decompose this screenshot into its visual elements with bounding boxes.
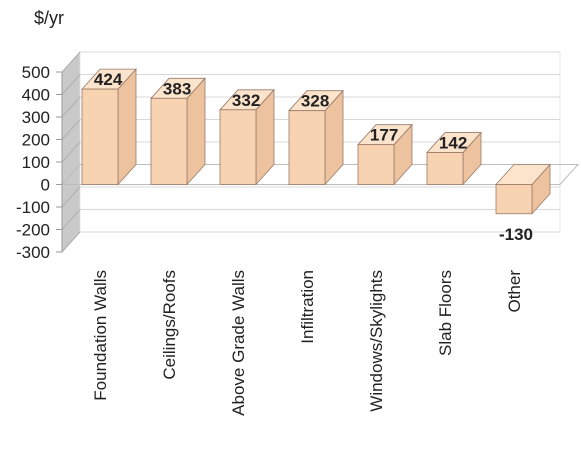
y-axis-unit-label: $/yr [34, 8, 65, 28]
wall-grid-diagonal [61, 74, 81, 95]
bar-2 [219, 88, 275, 186]
value-label: -130 [499, 225, 533, 244]
value-label: 383 [163, 79, 191, 98]
y-tick-label: 100 [22, 153, 50, 172]
y-tick-label: -300 [16, 243, 50, 262]
bar-front [219, 109, 257, 185]
category-label: Infiltration [298, 270, 317, 344]
x-axis-labels: Foundation Walls Ceilings/Roofs Above Grad… [91, 270, 524, 416]
y-tick-label: -200 [16, 221, 50, 240]
bar-front [288, 110, 326, 185]
y-tick-label: 300 [22, 108, 50, 127]
value-labels: 424 383 332 328 177 142 -130 [94, 70, 533, 244]
category-label: Above Grade Walls [229, 270, 248, 416]
bar-front [81, 88, 119, 185]
wall-grid-diagonal [61, 186, 81, 208]
category-label: Other [505, 270, 524, 313]
bar-front [357, 144, 395, 185]
value-label: 328 [301, 92, 329, 111]
value-label: 332 [232, 91, 260, 110]
bar-front [150, 97, 188, 185]
bar-front [495, 184, 533, 215]
value-label: 424 [94, 70, 123, 89]
bar-0 [81, 68, 137, 186]
y-tick-label: 400 [22, 86, 50, 105]
y-tick-label: 0 [41, 176, 50, 195]
wall-grid-diagonal [61, 141, 81, 163]
category-label: Windows/Skylights [367, 270, 386, 412]
bar-6 [495, 163, 551, 215]
category-label: Ceilings/Roofs [160, 270, 179, 380]
y-tick-label: 200 [22, 131, 50, 150]
value-label: 142 [439, 134, 467, 153]
wall-grid-diagonal [61, 51, 81, 73]
y-tick-label: -100 [16, 198, 50, 217]
category-label: Slab Floors [436, 270, 455, 356]
bars-group [81, 68, 551, 215]
bar-5 [426, 131, 482, 186]
wall-grid-diagonal [61, 119, 81, 140]
bar-1 [150, 77, 206, 186]
wall-grid-diagonal [61, 231, 81, 253]
wall-grid-diagonal [61, 209, 81, 230]
bar-4 [357, 123, 413, 186]
wall-grid-diagonal [61, 96, 81, 118]
value-label: 177 [370, 126, 398, 145]
y-tick-label: 500 [22, 63, 50, 82]
bar-3 [288, 89, 344, 186]
category-label: Foundation Walls [91, 270, 110, 401]
y-axis-ticks: 500 400 300 200 100 0 -100 -200 -300 [16, 63, 62, 262]
bar-front [426, 152, 464, 185]
